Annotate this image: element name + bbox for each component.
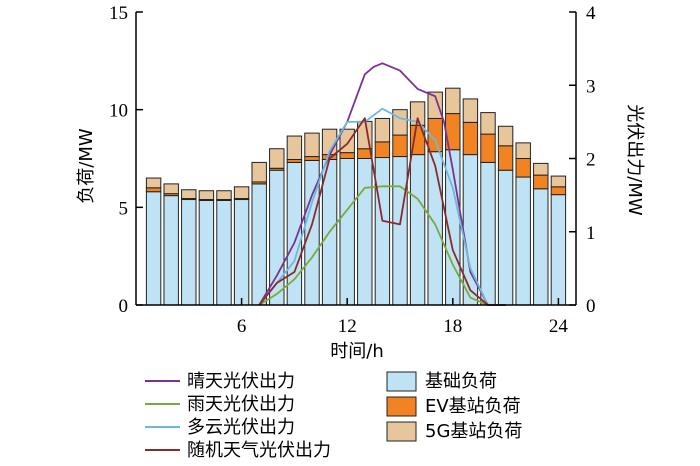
bar-5g-h23: [533, 162, 549, 176]
bar-ev-h10: [304, 156, 320, 161]
x-tick-label: 12: [338, 316, 357, 337]
bar-5g-h2: [163, 183, 179, 195]
bar-ev-h12: [339, 152, 355, 159]
y-tick-label: 10: [109, 101, 128, 122]
legend-label-rainy: 雨天光伏出力: [187, 394, 295, 415]
bar-ev-h19: [462, 121, 479, 156]
legend-swatch-5g: [386, 421, 417, 442]
legend-label-5g: 5G基站负荷: [425, 421, 522, 442]
bar-base-h24: [550, 194, 567, 306]
bar-5g-h20: [480, 112, 496, 135]
y-axis-title: 负荷/MW: [76, 128, 97, 204]
bar-ev-h15: [392, 134, 408, 158]
y2-tick-label: 1: [586, 223, 596, 244]
bar-5g-h7: [251, 161, 267, 183]
bar-base-h1: [145, 191, 162, 306]
y2-tick-label: 3: [586, 76, 596, 97]
bar-base-h21: [497, 169, 514, 306]
bar-5g-h5: [216, 190, 232, 201]
y2-tick-label: 0: [586, 296, 596, 317]
bar-base-h22: [515, 176, 531, 306]
bar-ev-h20: [480, 133, 496, 163]
bar-base-h3: [181, 199, 197, 306]
y-tick-label: 0: [119, 296, 129, 317]
bar-5g-h19: [462, 98, 479, 123]
legend-label-ev: EV基站负荷: [425, 396, 521, 417]
bar-base-h7: [251, 183, 267, 306]
legend-swatch-ev: [386, 396, 417, 417]
y-tick-label: 5: [119, 198, 129, 219]
line-rainy-pv: [258, 185, 506, 306]
bar-ev-h14: [374, 141, 391, 159]
bar-ev-h22: [515, 158, 531, 178]
bar-ev-h23: [533, 174, 549, 190]
bar-ev-h1: [145, 187, 162, 193]
legend-label-base: 基础负荷: [425, 371, 497, 392]
x-axis-title: 时间/h: [330, 341, 383, 362]
bar-base-h6: [233, 199, 250, 306]
bar-5g-h14: [374, 117, 391, 143]
bar-5g-h24: [550, 175, 567, 188]
line-cloudy-pv: [258, 107, 506, 306]
bar-5g-h3: [181, 189, 197, 200]
bar-5g-h22: [515, 142, 531, 159]
bar-5g-h21: [497, 125, 514, 147]
lines-layer: [258, 62, 506, 306]
legend-swatch-base: [386, 371, 417, 392]
bar-base-h15: [392, 156, 408, 306]
bar-5g-h15: [392, 109, 408, 136]
bar-base-h16: [409, 154, 426, 306]
x-tick-label: 24: [549, 316, 569, 337]
bars-layer: [145, 87, 567, 306]
bar-5g-h17: [427, 91, 443, 119]
bar-base-h13: [357, 158, 373, 306]
line-random-pv: [258, 117, 506, 306]
bar-base-h4: [198, 200, 215, 306]
bar-5g-h8: [269, 148, 285, 169]
bar-base-h12: [339, 158, 355, 306]
bar-ev-h24: [550, 186, 567, 196]
bar-base-h5: [216, 200, 232, 306]
x-tick-label: 6: [237, 316, 247, 337]
bar-base-h17: [427, 151, 443, 306]
bar-ev-h21: [497, 145, 514, 171]
bar-base-h20: [480, 161, 496, 306]
y2-tick-label: 2: [586, 150, 596, 171]
bar-5g-h18: [445, 87, 461, 115]
bar-base-h2: [163, 195, 179, 306]
bar-5g-h9: [286, 135, 303, 160]
bar-base-h14: [374, 157, 391, 306]
x-tick-label: 18: [443, 316, 462, 337]
y2-axis-title: 光伏出力/MW: [624, 104, 645, 216]
legend-label-random: 随机天气光伏出力: [187, 440, 331, 461]
legend-label-cloudy: 多云光伏出力: [187, 417, 295, 438]
bar-5g-h1: [145, 177, 162, 189]
bar-5g-h10: [304, 132, 320, 158]
line-sunny-pv: [258, 62, 506, 306]
legend-label-sunny: 晴天光伏出力: [187, 371, 295, 392]
bar-5g-h16: [409, 101, 426, 126]
bar-base-h23: [533, 188, 549, 306]
bar-5g-h4: [198, 190, 215, 201]
y2-tick-label: 4: [586, 3, 596, 24]
bar-5g-h6: [233, 186, 250, 200]
y-tick-label: 15: [109, 3, 128, 24]
